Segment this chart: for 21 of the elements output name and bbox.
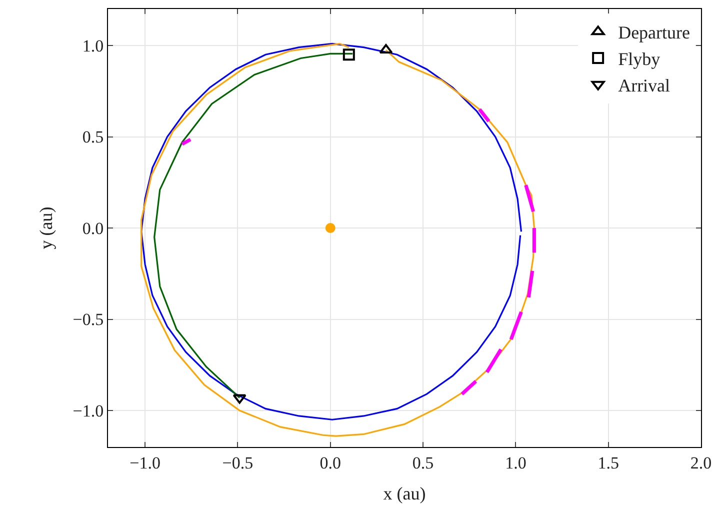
y-tick-label: −1.0: [72, 401, 104, 420]
point: [379, 44, 393, 54]
y-tick-label: 0.5: [82, 128, 104, 147]
x-tick-label: 0.5: [412, 453, 434, 472]
x-tick-label: 1.5: [598, 453, 619, 472]
x-tick-label: 1.0: [505, 453, 526, 472]
point: [325, 223, 336, 233]
x-tick-label: 2.0: [690, 453, 712, 472]
y-tick-label: 0.0: [82, 218, 104, 238]
legend-label: Departure: [618, 22, 690, 43]
point: [232, 394, 246, 404]
y-tick-label: −0.5: [72, 310, 104, 330]
legend-label: Arrival: [618, 75, 670, 96]
x-tick-label: −1.0: [130, 453, 160, 472]
x-tick-label: −0.5: [222, 453, 254, 472]
x-tick-label: 0.0: [320, 453, 342, 472]
y-tick-label: 1.0: [82, 36, 104, 56]
y-axis-title: y (au): [36, 206, 56, 250]
legend-label: Flyby: [618, 49, 660, 69]
x-axis-title: x (au): [383, 484, 426, 504]
point: [342, 48, 355, 61]
